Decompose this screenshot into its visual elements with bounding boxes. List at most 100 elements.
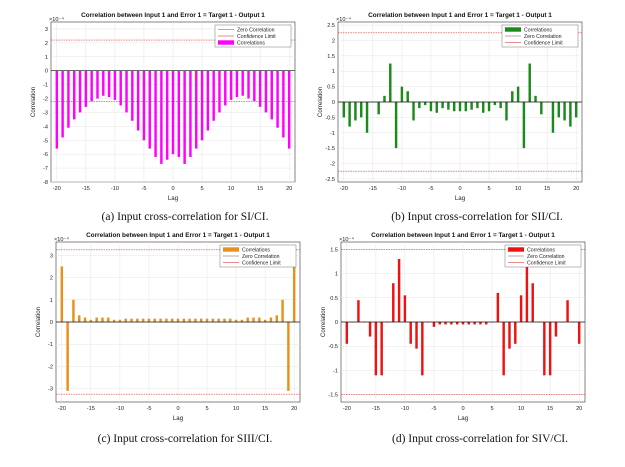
chart-svg-b: Correlation between Input 1 and Error 1 …: [317, 12, 583, 202]
x-tick-label: 10: [228, 186, 234, 192]
correlation-bar: [159, 318, 162, 322]
correlation-bar: [270, 70, 273, 120]
correlation-bar: [415, 322, 418, 349]
y-tick-label: -2: [48, 364, 53, 370]
correlation-bar: [183, 70, 186, 164]
correlation-bar: [403, 295, 407, 322]
x-axis-label: Lag: [168, 195, 179, 202]
correlation-bar: [496, 292, 500, 322]
correlation-bar: [458, 102, 462, 112]
correlation-bar: [269, 317, 273, 322]
x-tick-label: -15: [372, 406, 380, 412]
correlation-bar: [516, 86, 520, 102]
correlation-bar: [354, 102, 357, 121]
y-tick-label: 0: [45, 69, 48, 75]
y-exponent-label: ×10⁻⁴: [49, 16, 64, 23]
correlation-bar: [165, 318, 168, 322]
correlation-bar: [223, 318, 226, 322]
correlation-bar: [473, 322, 476, 325]
x-tick-label: -20: [343, 406, 351, 412]
y-tick-label: 2: [50, 276, 53, 282]
y-tick-label: 2: [45, 41, 48, 47]
x-tick-label: -10: [111, 186, 119, 192]
caption-d: (d) Input cross-correlation for SIV/CI.: [392, 433, 568, 445]
correlation-bar: [113, 70, 117, 100]
correlation-bar: [505, 102, 508, 121]
correlation-bar: [476, 102, 479, 109]
y-axis-label: Correlation: [35, 306, 42, 337]
correlation-bar: [282, 70, 285, 138]
legend-label: Confidence Limit: [242, 260, 281, 266]
chart-title: Correlation between Input 1 and Error 1 …: [371, 232, 555, 239]
y-tick-label: 3: [45, 27, 48, 33]
correlation-bar: [240, 319, 244, 322]
x-tick-label: -10: [401, 406, 409, 412]
correlation-bar: [287, 70, 291, 149]
x-tick-label: 5: [487, 186, 490, 192]
legend-label: Zero Correlation: [242, 254, 280, 260]
y-tick-label: -1.5: [328, 393, 338, 399]
correlation-bar: [189, 70, 192, 157]
correlation-bar: [455, 322, 459, 325]
correlation-bar: [102, 70, 105, 96]
y-tick-label: -8: [43, 180, 48, 186]
correlation-bar: [112, 319, 116, 322]
correlation-bar: [574, 102, 578, 118]
correlation-bar: [229, 70, 233, 100]
correlation-bar: [148, 70, 151, 149]
y-tick-label: -1: [48, 342, 53, 348]
correlation-bar: [177, 70, 181, 157]
correlation-bar: [107, 317, 110, 322]
correlation-bar: [528, 63, 531, 102]
correlation-bar: [482, 102, 485, 113]
correlation-bar: [200, 318, 203, 322]
correlation-bar: [540, 102, 543, 115]
y-tick-label: 0: [332, 100, 335, 106]
y-exponent-label: ×10⁻⁴: [339, 236, 354, 243]
correlation-bar: [522, 102, 526, 149]
y-axis-label: Correlation: [317, 86, 324, 117]
legend-label: Zero Correlation: [237, 27, 275, 33]
y-tick-label: 3: [50, 253, 53, 259]
correlation-bar: [60, 266, 64, 322]
correlation-bar: [101, 317, 104, 322]
correlation-bar: [83, 317, 87, 322]
correlation-bar: [447, 102, 450, 110]
correlation-bar: [569, 102, 572, 127]
correlation-bar: [211, 318, 215, 322]
correlation-bar: [182, 318, 186, 322]
caption-c: (c) Input cross-correlation for SIII/CI.: [97, 433, 273, 445]
x-tick-label: 15: [547, 406, 553, 412]
chart-panel-d: Correlation between Input 1 and Error 1 …: [315, 228, 605, 458]
correlation-bar: [276, 70, 279, 128]
correlation-bar: [107, 70, 111, 98]
correlation-bar: [406, 91, 409, 102]
x-tick-label: 5: [490, 406, 493, 412]
y-tick-label: -2.5: [325, 177, 335, 183]
y-tick-label: 1.5: [330, 247, 338, 253]
correlation-bar: [467, 322, 471, 325]
correlation-bar: [125, 70, 128, 113]
correlation-bar: [124, 318, 127, 322]
chart-svg-c: Correlation between Input 1 and Error 1 …: [35, 232, 301, 422]
y-tick-label: -5: [43, 138, 48, 144]
x-tick-label: 0: [176, 406, 179, 412]
correlation-bar: [508, 322, 511, 349]
correlation-bar: [444, 322, 447, 325]
correlation-bar: [170, 318, 174, 322]
legend-label: Zero Correlation: [527, 254, 565, 260]
correlation-bar: [348, 102, 351, 127]
caption-b: (b) Input cross-correlation for SII/CI.: [391, 211, 563, 223]
correlation-bar: [461, 322, 465, 325]
correlation-bar: [380, 322, 383, 376]
correlation-bar: [78, 70, 82, 113]
correlation-bar: [188, 318, 191, 322]
correlation-bar: [258, 317, 261, 322]
correlation-bar: [136, 318, 139, 322]
correlation-bar: [72, 299, 75, 322]
correlation-bar: [165, 70, 169, 160]
y-tick-label: -1.5: [325, 146, 335, 152]
x-tick-label: -5: [428, 186, 433, 192]
correlation-bar: [142, 70, 146, 141]
correlation-bar: [409, 322, 412, 344]
